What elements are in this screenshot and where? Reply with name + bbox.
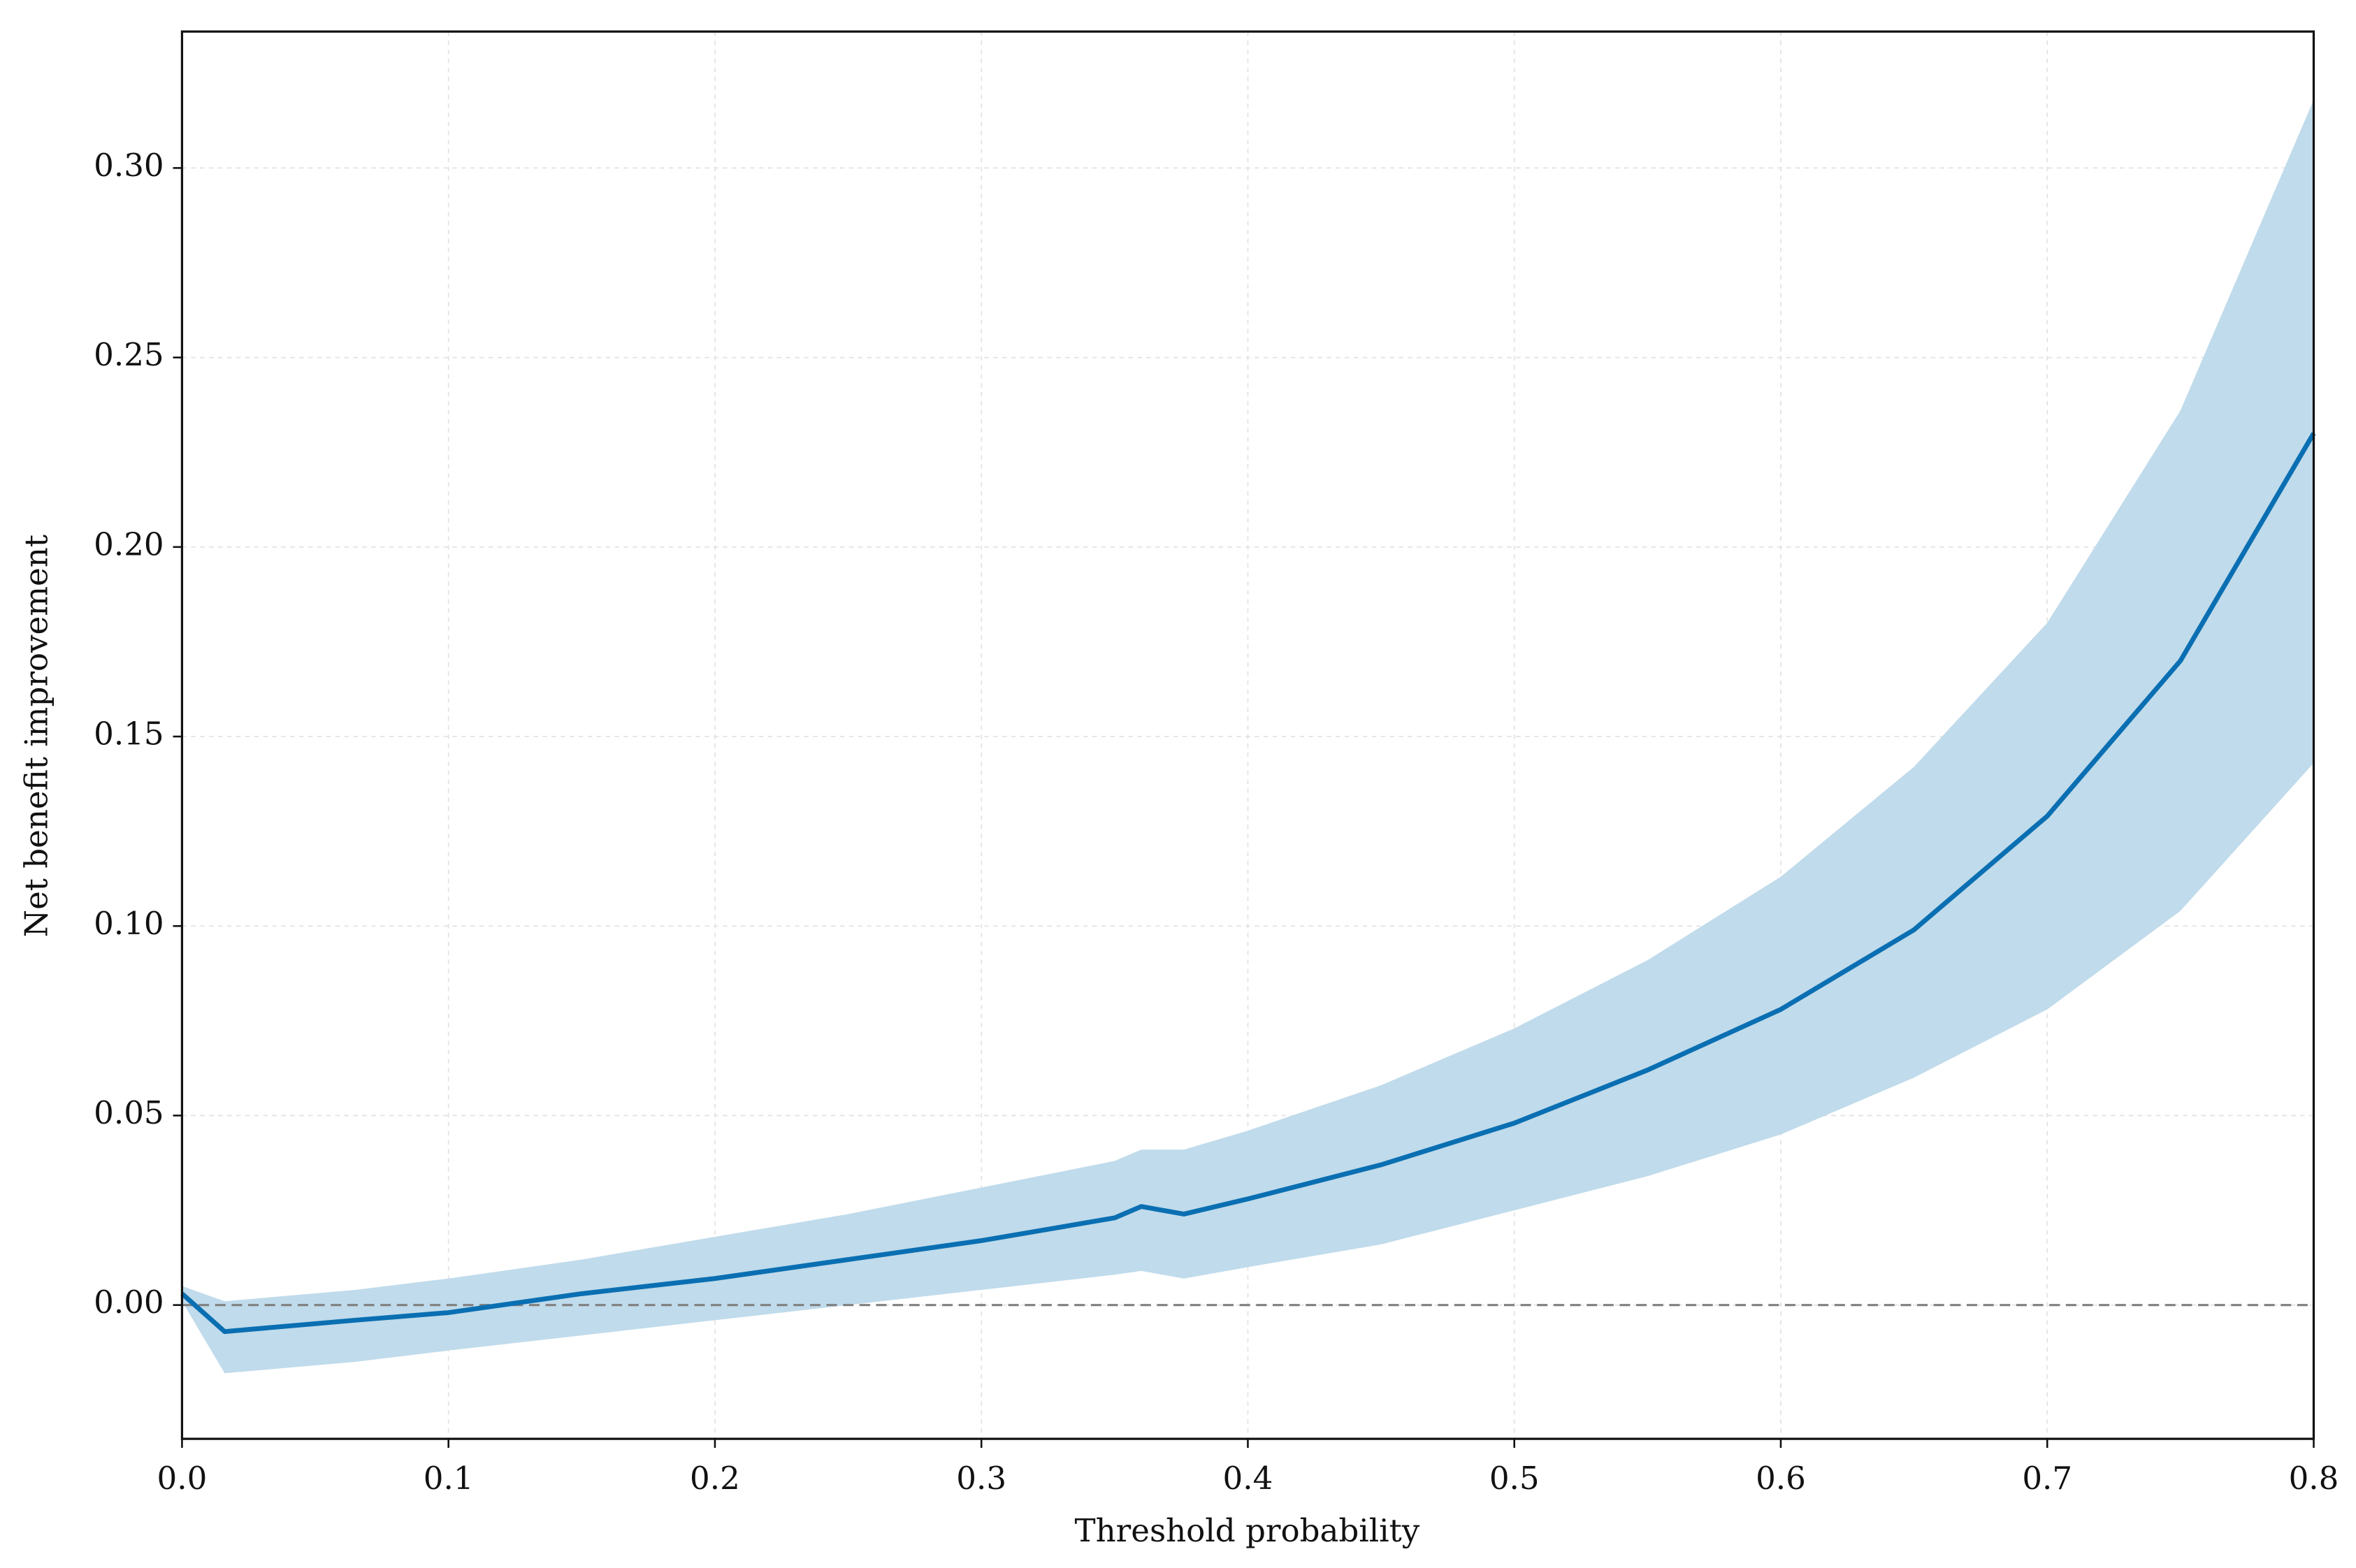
x-tick-label: 0.6 — [1756, 1460, 1806, 1497]
x-tick-label: 0.4 — [1223, 1460, 1273, 1497]
x-tick-label: 0.5 — [1489, 1460, 1540, 1497]
y-tick-label: 0.15 — [94, 716, 164, 753]
confidence-band — [182, 99, 2314, 1374]
x-tick-label: 0.0 — [157, 1460, 208, 1497]
x-tick-label: 0.3 — [956, 1460, 1006, 1497]
x-tick-label: 0.8 — [2289, 1460, 2339, 1497]
x-tick-label: 0.1 — [424, 1460, 474, 1497]
y-tick-label: 0.20 — [94, 525, 164, 562]
y-axis-label: Net benefit improvement — [18, 535, 55, 937]
x-tick-label: 0.7 — [2022, 1460, 2072, 1497]
plot-frame — [180, 30, 2315, 1440]
y-tick-label: 0.30 — [94, 147, 164, 184]
x-tick-label: 0.2 — [690, 1460, 740, 1497]
y-tick-label: 0.00 — [94, 1284, 164, 1321]
x-axis-label: Threshold probability — [1075, 1512, 1420, 1549]
y-tick-label: 0.25 — [94, 336, 164, 373]
y-tick-label: 0.05 — [94, 1094, 164, 1131]
y-tick-label: 0.10 — [94, 905, 164, 942]
line — [180, 432, 2316, 1335]
